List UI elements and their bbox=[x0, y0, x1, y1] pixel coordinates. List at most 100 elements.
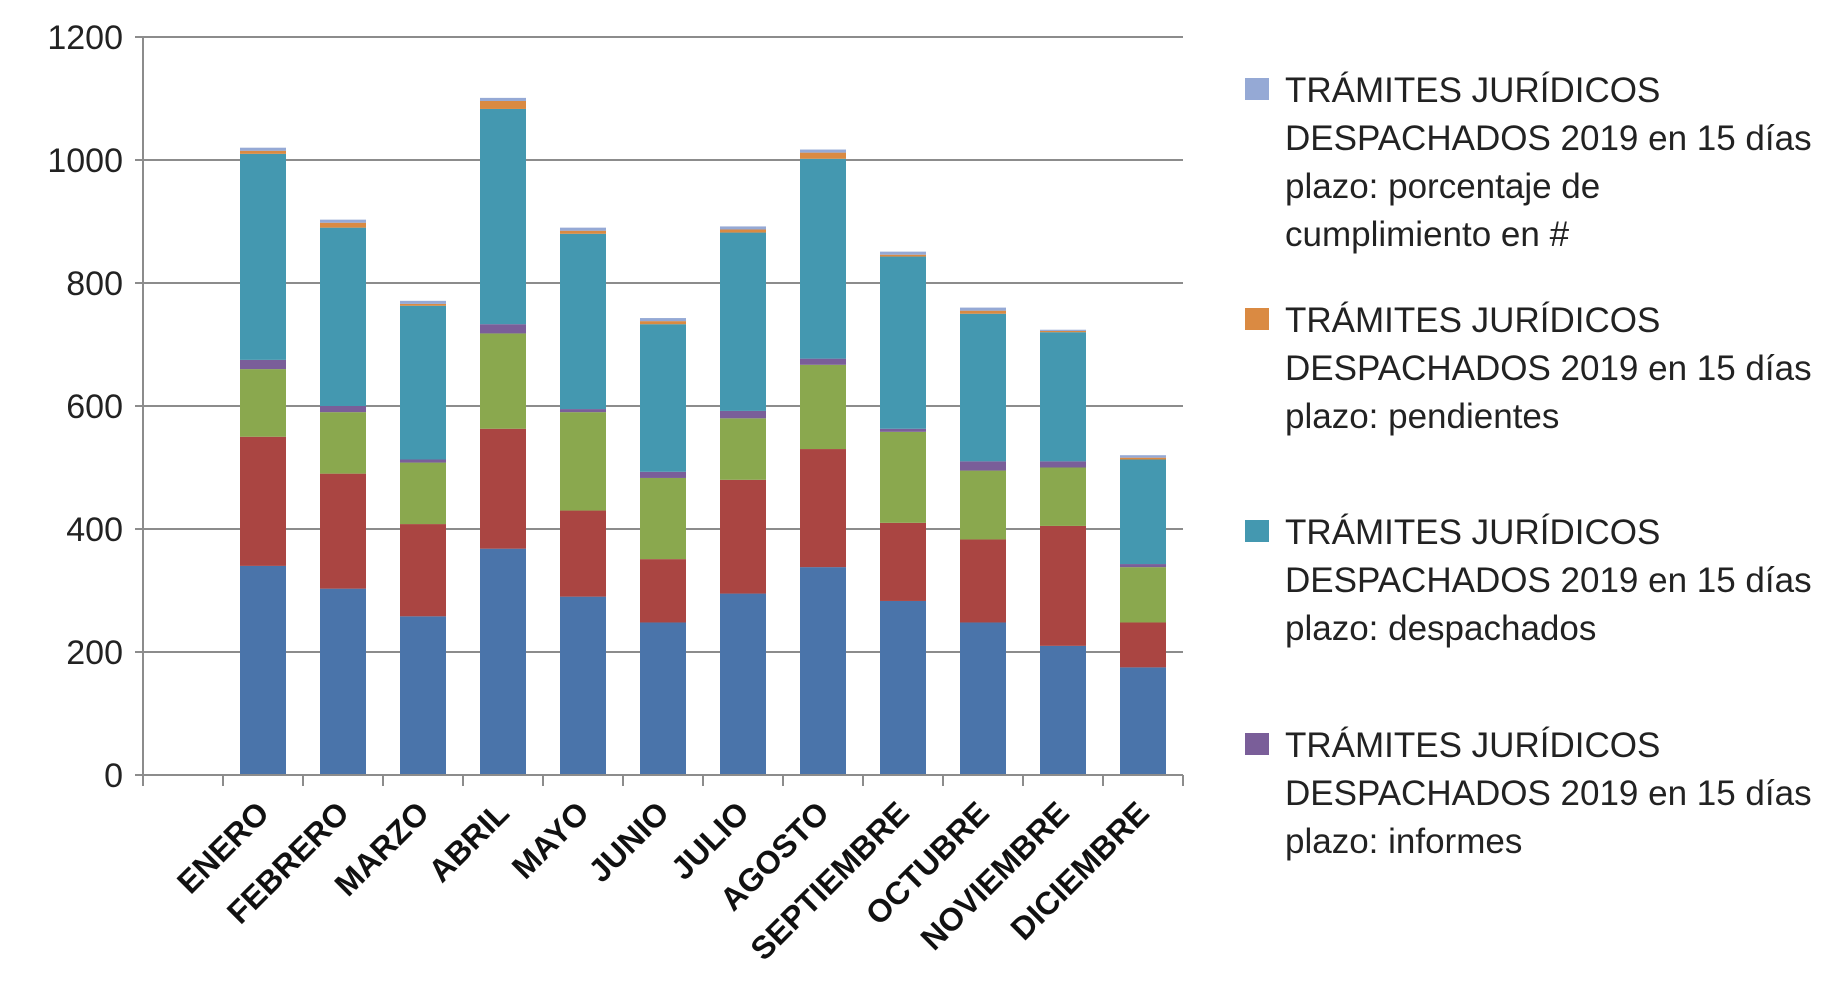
bar-segment-mayo-s2 bbox=[560, 510, 606, 597]
bar-segment-febrero-s6 bbox=[320, 222, 366, 228]
bars bbox=[240, 97, 1166, 775]
bar-segment-agosto-s2 bbox=[800, 449, 846, 568]
bar-segment-septiembre-s7 bbox=[880, 251, 926, 255]
bar-segment-marzo-s4 bbox=[400, 459, 446, 463]
bar-segment-junio-s2 bbox=[640, 559, 686, 623]
bar-segment-septiembre-s2 bbox=[880, 522, 926, 601]
bar-segment-abril-s2 bbox=[480, 428, 526, 549]
bar-segment-marzo-s1 bbox=[400, 616, 446, 775]
bar-segment-octubre-s6 bbox=[960, 310, 1006, 314]
y-tick-label: 400 bbox=[66, 511, 123, 549]
bar-segment-octubre-s3 bbox=[960, 470, 1006, 540]
bar-segment-diciembre-s5 bbox=[1120, 459, 1166, 565]
bar-segment-junio-s4 bbox=[640, 471, 686, 478]
bar-segment-agosto-s3 bbox=[800, 364, 846, 450]
legend-label-line: DESPACHADOS 2019 en 15 días bbox=[1285, 561, 1812, 600]
bar-segment-noviembre-s3 bbox=[1040, 467, 1086, 526]
bar-segment-septiembre-s3 bbox=[880, 431, 926, 523]
bar-segment-febrero-s5 bbox=[320, 227, 366, 406]
bar-segment-abril-s6 bbox=[480, 100, 526, 109]
bar-segment-octubre-s1 bbox=[960, 622, 1006, 775]
axes: 020040060080010001200ENEROFEBREROMARZOAB… bbox=[47, 19, 1184, 967]
y-tick-label: 1200 bbox=[47, 19, 123, 57]
bar-segment-agosto-s5 bbox=[800, 158, 846, 359]
bar-segment-diciembre-s3 bbox=[1120, 567, 1166, 623]
y-tick-label: 0 bbox=[104, 757, 123, 795]
bar-segment-julio-s3 bbox=[720, 418, 766, 480]
bar-segment-noviembre-s6 bbox=[1040, 330, 1086, 333]
x-category-label: MAYO bbox=[505, 794, 596, 885]
bar-segment-abril-s1 bbox=[480, 548, 526, 775]
bar-segment-mayo-s5 bbox=[560, 233, 606, 410]
legend: TRÁMITES JURÍDICOS DESPACHADOS 2019 en 15… bbox=[1245, 71, 1812, 861]
bar-segment-noviembre-s4 bbox=[1040, 461, 1086, 468]
bar-segment-julio-s6 bbox=[720, 229, 766, 233]
legend-label-line: TRÁMITES JURÍDICOS bbox=[1285, 301, 1660, 340]
bar-segment-marzo-s7 bbox=[400, 300, 446, 304]
bar-segment-febrero-s2 bbox=[320, 473, 366, 589]
bar-segment-noviembre-s1 bbox=[1040, 645, 1086, 775]
bar-segment-diciembre-s1 bbox=[1120, 667, 1166, 775]
legend-label-line: TRÁMITES JURÍDICOS bbox=[1285, 71, 1660, 110]
bar-segment-julio-s7 bbox=[720, 226, 766, 230]
bar-segment-abril-s7 bbox=[480, 97, 526, 101]
legend-swatch bbox=[1245, 308, 1269, 330]
bar-segment-junio-s6 bbox=[640, 321, 686, 325]
bar-segment-junio-s3 bbox=[640, 477, 686, 560]
y-tick-label: 200 bbox=[66, 634, 123, 672]
bar-segment-septiembre-s5 bbox=[880, 256, 926, 429]
bar-segment-septiembre-s1 bbox=[880, 600, 926, 775]
bar-segment-enero-s1 bbox=[240, 565, 286, 775]
legend-label-line: plazo: porcentaje de bbox=[1285, 167, 1600, 206]
legend-swatch bbox=[1245, 78, 1269, 100]
bar-segment-abril-s4 bbox=[480, 324, 526, 334]
bar-segment-octubre-s4 bbox=[960, 461, 1006, 471]
bar-segment-diciembre-s7 bbox=[1120, 455, 1166, 458]
bar-segment-mayo-s6 bbox=[560, 230, 606, 234]
bar-segment-enero-s2 bbox=[240, 436, 286, 566]
bar-segment-agosto-s6 bbox=[800, 152, 846, 159]
legend-label-line: DESPACHADOS 2019 en 15 días bbox=[1285, 349, 1812, 388]
legend-label-line: DESPACHADOS 2019 en 15 días bbox=[1285, 119, 1812, 158]
bar-segment-febrero-s7 bbox=[320, 219, 366, 223]
x-category-label: JUNIO bbox=[581, 794, 676, 889]
bar-segment-diciembre-s2 bbox=[1120, 622, 1166, 668]
bar-segment-mayo-s3 bbox=[560, 412, 606, 511]
bar-segment-marzo-s3 bbox=[400, 462, 446, 525]
bar-segment-mayo-s4 bbox=[560, 409, 606, 413]
bar-segment-julio-s2 bbox=[720, 479, 766, 594]
bar-segment-marzo-s2 bbox=[400, 524, 446, 617]
bar-segment-septiembre-s4 bbox=[880, 428, 926, 432]
bar-segment-abril-s3 bbox=[480, 333, 526, 429]
bar-segment-julio-s1 bbox=[720, 593, 766, 775]
bar-segment-noviembre-s7 bbox=[1040, 329, 1086, 331]
bar-segment-febrero-s3 bbox=[320, 412, 366, 474]
x-category-label: ABRIL bbox=[421, 794, 516, 889]
bar-segment-abril-s5 bbox=[480, 108, 526, 325]
legend-swatch bbox=[1245, 520, 1269, 542]
legend-label-line: plazo: despachados bbox=[1285, 609, 1596, 648]
bar-segment-noviembre-s5 bbox=[1040, 332, 1086, 462]
legend-label-line: plazo: informes bbox=[1285, 822, 1522, 861]
bar-segment-enero-s6 bbox=[240, 150, 286, 154]
bar-segment-marzo-s5 bbox=[400, 305, 446, 460]
bar-segment-agosto-s1 bbox=[800, 567, 846, 775]
y-tick-label: 1000 bbox=[47, 142, 123, 180]
y-tick-label: 800 bbox=[66, 265, 123, 303]
y-tick-label: 600 bbox=[66, 388, 123, 426]
legend-label-line: TRÁMITES JURÍDICOS bbox=[1285, 726, 1660, 765]
legend-label-line: TRÁMITES JURÍDICOS bbox=[1285, 513, 1660, 552]
bar-segment-julio-s5 bbox=[720, 232, 766, 411]
bar-segment-junio-s5 bbox=[640, 324, 686, 472]
legend-label-line: plazo: pendientes bbox=[1285, 397, 1559, 436]
bar-segment-septiembre-s6 bbox=[880, 254, 926, 257]
bar-segment-junio-s1 bbox=[640, 622, 686, 775]
legend-label-line: DESPACHADOS 2019 en 15 días bbox=[1285, 774, 1812, 813]
bar-segment-marzo-s6 bbox=[400, 303, 446, 306]
bar-segment-mayo-s7 bbox=[560, 227, 606, 231]
bar-segment-noviembre-s2 bbox=[1040, 525, 1086, 646]
bar-segment-octubre-s5 bbox=[960, 313, 1006, 462]
bar-segment-enero-s3 bbox=[240, 369, 286, 437]
